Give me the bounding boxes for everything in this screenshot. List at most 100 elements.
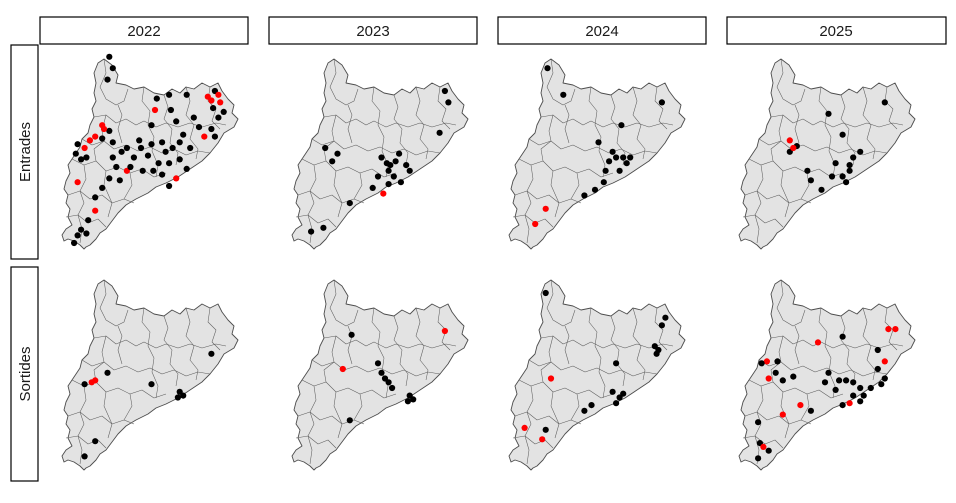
black-point-marker [130, 154, 137, 161]
black-point-marker [389, 384, 396, 392]
black-point-marker [445, 99, 452, 106]
black-point-marker [153, 95, 160, 102]
black-point-marker [836, 377, 843, 384]
black-point-marker [173, 118, 180, 125]
black-point-marker [83, 154, 90, 161]
black-point-marker [397, 179, 404, 186]
black-point-marker [78, 226, 85, 233]
black-point-marker [211, 133, 218, 140]
black-point-marker [839, 131, 846, 138]
black-point-marker [348, 331, 355, 338]
black-point-marker [369, 184, 376, 191]
black-point-marker [215, 114, 222, 121]
panel-sortides-2023 [291, 279, 469, 471]
black-point-marker [83, 230, 90, 237]
black-point-marker [825, 369, 832, 376]
black-point-marker [385, 379, 392, 386]
black-point-marker [774, 358, 781, 365]
black-point-marker [627, 154, 634, 161]
black-point-marker [71, 239, 78, 247]
black-point-marker [136, 137, 143, 144]
black-point-marker [180, 131, 187, 138]
red-point-marker [881, 358, 888, 365]
black-point-marker [850, 379, 857, 386]
red-point-marker [892, 326, 899, 333]
black-point-marker [169, 144, 176, 152]
black-point-marker [190, 114, 197, 121]
strip-sortides [10, 266, 39, 482]
black-point-marker [104, 76, 111, 83]
black-point-marker [867, 384, 874, 392]
black-point-marker [857, 398, 864, 405]
black-point-marker [436, 129, 443, 136]
red-point-marker [215, 91, 222, 98]
black-point-marker [208, 350, 215, 357]
black-point-marker [113, 163, 120, 171]
black-point-marker [118, 148, 125, 155]
black-point-marker [385, 167, 392, 174]
strip-entrades [10, 44, 39, 260]
black-point-marker [195, 124, 203, 131]
black-point-marker [588, 402, 595, 409]
black-point-marker [804, 167, 811, 174]
red-point-marker [763, 358, 770, 365]
map-outline [508, 58, 686, 250]
black-point-marker [116, 177, 123, 184]
black-point-marker [403, 162, 410, 169]
black-point-marker [99, 135, 106, 142]
black-point-marker [396, 150, 403, 157]
black-point-marker [591, 186, 599, 193]
panel-sortides-2022 [61, 279, 239, 471]
black-point-marker [174, 394, 181, 401]
black-point-marker [581, 407, 588, 414]
red-point-marker [339, 365, 346, 373]
map-outline [61, 279, 239, 471]
red-point-marker [441, 327, 448, 335]
red-point-marker [201, 133, 208, 140]
red-point-marker [547, 375, 555, 382]
strip-2023 [268, 16, 478, 45]
strip-2022 [39, 16, 249, 45]
black-point-marker [410, 396, 417, 403]
black-point-marker [404, 398, 411, 405]
black-point-marker [618, 122, 625, 129]
red-point-marker [779, 411, 786, 418]
black-point-marker [602, 167, 609, 174]
panel-entrades-2025 [738, 58, 916, 250]
panel-entrades-2023 [291, 58, 469, 250]
black-point-marker [843, 377, 850, 384]
black-point-marker [85, 217, 92, 224]
black-point-marker [183, 91, 190, 98]
black-point-marker [560, 91, 567, 98]
red-point-marker [532, 220, 539, 228]
black-point-marker [600, 179, 607, 186]
black-point-marker [176, 156, 183, 163]
black-point-marker [387, 162, 394, 169]
black-point-marker [843, 179, 850, 186]
red-point-marker [542, 205, 549, 212]
black-point-marker [106, 175, 113, 182]
red-point-marker [204, 93, 211, 100]
strip-2025 [726, 16, 947, 45]
black-point-marker [839, 333, 846, 340]
black-point-marker [308, 228, 315, 235]
black-point-marker [106, 127, 113, 134]
black-point-marker [758, 360, 765, 367]
panel-sortides-2025 [738, 279, 916, 471]
black-point-marker [374, 360, 382, 367]
black-point-marker [166, 182, 173, 190]
black-point-marker [92, 194, 99, 201]
black-point-marker [123, 144, 130, 152]
black-point-marker [807, 177, 814, 184]
red-point-marker [92, 207, 99, 214]
black-point-marker [874, 365, 881, 373]
black-point-marker [378, 154, 385, 161]
black-point-marker [187, 144, 194, 152]
red-point-marker [86, 137, 93, 144]
black-point-marker [542, 426, 549, 433]
map-outline [738, 58, 916, 250]
red-point-marker [846, 400, 853, 407]
black-point-marker [542, 289, 549, 297]
black-point-marker [378, 369, 385, 376]
